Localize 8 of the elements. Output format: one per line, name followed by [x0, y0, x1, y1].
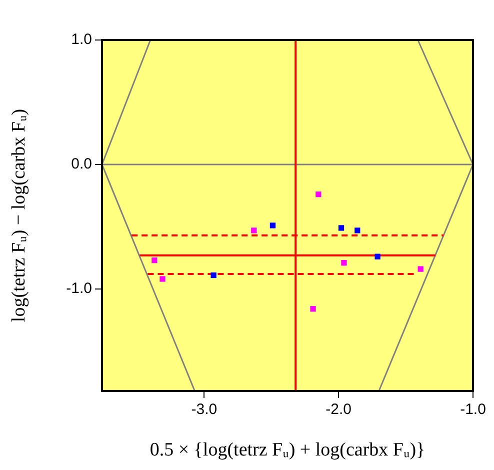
y-tick-label: 0.0	[71, 156, 92, 173]
y-tick-label: 1.0	[71, 31, 92, 48]
x-tick-label: -2.0	[326, 401, 352, 418]
x-axis-title: 0.5 × {log(tetrz Fᵤ) + log(carbx Fᵤ)}	[150, 440, 426, 461]
y-tick-label: -1.0	[66, 280, 92, 298]
x-tick-label: -1.0	[460, 401, 486, 418]
x-tick-label: -3.0	[191, 401, 218, 418]
y-axis-title: log(tetrz Fᵤ) − log(carbx Fᵤ)	[8, 108, 30, 322]
